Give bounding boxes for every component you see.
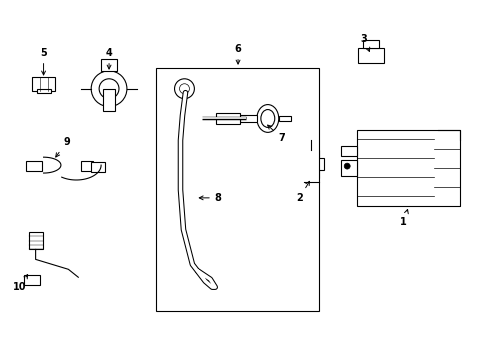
Bar: [91, 162, 105, 172]
Bar: [357, 48, 383, 63]
Bar: [341, 146, 356, 156]
Ellipse shape: [260, 109, 274, 127]
Ellipse shape: [256, 105, 278, 132]
Circle shape: [99, 79, 119, 99]
Bar: [32, 77, 55, 91]
Bar: [362, 40, 378, 48]
Text: 7: 7: [267, 125, 285, 143]
Circle shape: [91, 71, 127, 107]
Text: 5: 5: [40, 48, 47, 75]
Bar: [341, 160, 356, 176]
Bar: [155, 68, 319, 311]
Bar: [24, 275, 40, 285]
Bar: [37, 89, 50, 93]
Bar: [240, 114, 256, 122]
Bar: [278, 116, 290, 121]
Bar: [303, 150, 319, 178]
Text: 6: 6: [234, 44, 241, 64]
Bar: [81, 161, 93, 171]
Bar: [101, 59, 117, 71]
Text: 8: 8: [199, 193, 221, 203]
Text: 9: 9: [56, 137, 70, 157]
Text: 3: 3: [360, 34, 369, 51]
Text: 2: 2: [296, 181, 309, 203]
Bar: [103, 89, 115, 111]
Bar: [298, 158, 324, 170]
Bar: [216, 113, 240, 125]
Bar: [26, 161, 41, 171]
Bar: [356, 130, 459, 206]
Text: 4: 4: [105, 48, 112, 69]
Circle shape: [344, 163, 349, 169]
Text: 1: 1: [400, 210, 407, 227]
Circle shape: [174, 79, 194, 99]
Bar: [29, 231, 42, 249]
Text: 10: 10: [13, 275, 27, 292]
Circle shape: [179, 84, 189, 94]
